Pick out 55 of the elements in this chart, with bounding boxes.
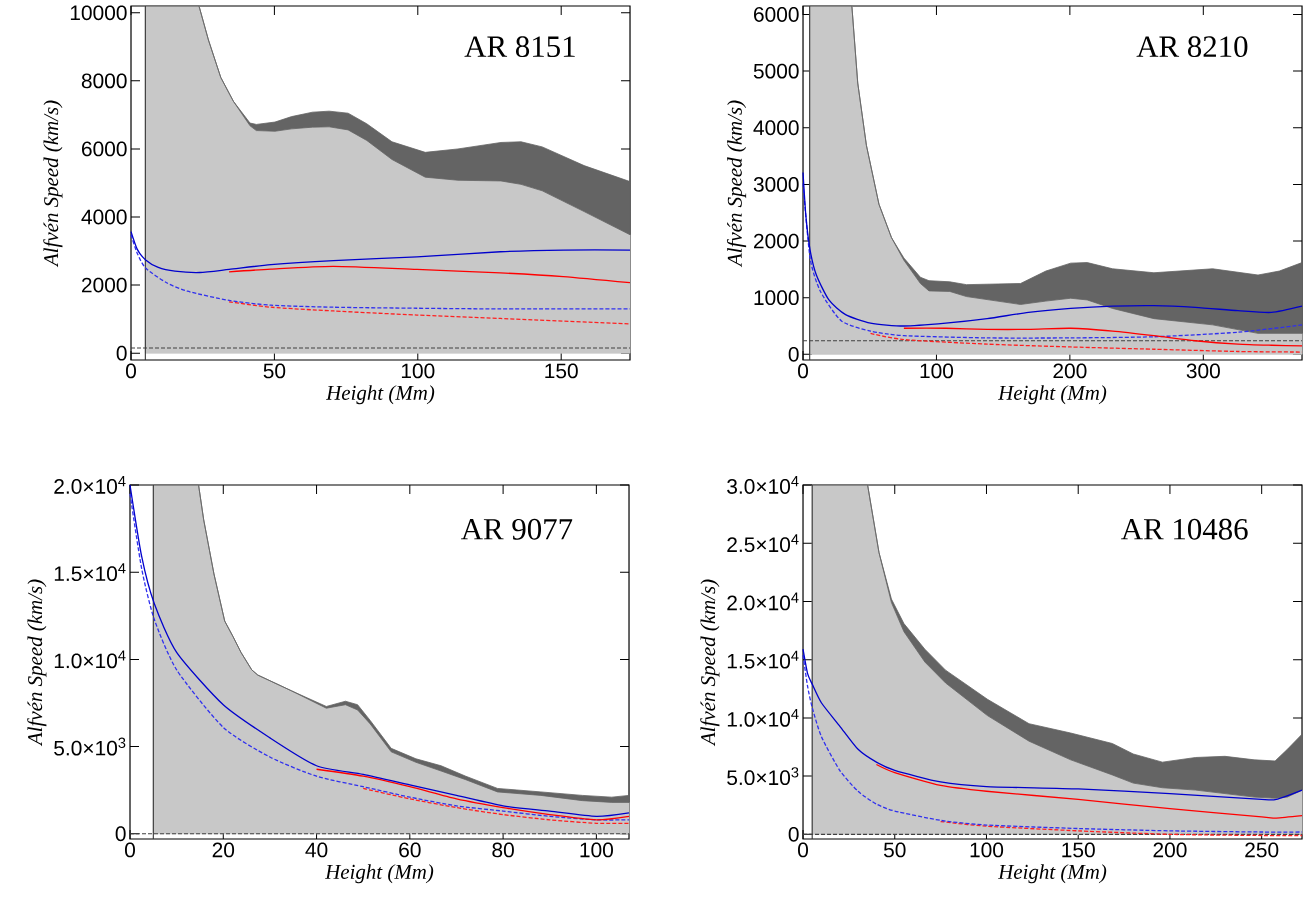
x-axis-title: Height (Mm)	[324, 864, 434, 884]
y-tick-label: 4000	[81, 209, 127, 225]
x-tick-label: 100	[970, 842, 1004, 858]
x-tick-label: 200	[1153, 842, 1187, 858]
x-axis-title: Height (Mm)	[325, 385, 435, 405]
y-tick-label: 3.0×10$^{4}$	[727, 476, 799, 494]
y-axis-title: Alfvén Speed (km/s)	[27, 579, 47, 747]
x-tick-label: 50	[883, 842, 906, 858]
x-tick-label: 50	[263, 363, 286, 379]
y-tick-label: 8000	[81, 73, 127, 89]
x-tick-label: 40	[305, 842, 328, 858]
x-tick-label: 0	[798, 363, 809, 379]
y-tick-label: 6000	[82, 141, 127, 157]
y-tick-label: 2.5×10$^{4}$	[727, 534, 799, 553]
x-tick-label: 150	[545, 363, 578, 379]
y-axis-title: Alfvén Speed (km/s)	[726, 100, 747, 268]
y-tick-label: 2.0×10$^{4}$	[727, 592, 799, 611]
y-tick-label: 0	[115, 826, 126, 842]
x-axis-title: Height (Mm)	[997, 864, 1107, 884]
y-tick-label: 0	[116, 345, 127, 361]
y-tick-label: 2.0×10$^{4}$	[54, 476, 126, 494]
y-tick-label: 1000	[754, 290, 799, 306]
x-tick-label: 60	[399, 842, 421, 858]
y-tick-label: 0	[788, 346, 799, 362]
x-axis-title: Height (Mm)	[997, 385, 1107, 405]
y-tick-label: 1.0×10$^{4}$	[54, 650, 126, 669]
y-tick-label: 1.5×10$^{4}$	[727, 650, 799, 669]
y-axis-title: Alfvén Speed (km/s)	[43, 100, 63, 268]
y-tick-label: 6000	[754, 7, 799, 22]
y-tick-label: 5.0×10$^{3}$	[727, 767, 799, 786]
x-tick-label: 250	[1245, 842, 1279, 858]
text: AR 10486	[1121, 518, 1248, 540]
x-tick-label: 20	[212, 842, 235, 858]
x-tick-label: 100	[580, 842, 613, 858]
x-tick-label: 0	[798, 842, 809, 858]
y-tick-label: 1.5×10$^{4}$	[54, 563, 126, 582]
y-tick-label: 2000	[81, 277, 127, 293]
y-tick-label: 4000	[753, 120, 799, 136]
x-tick-label: 300	[1186, 363, 1220, 379]
y-axis-title: Alfvén Speed (km/s)	[700, 579, 720, 747]
text: AR 8151	[464, 36, 575, 58]
x-tick-label: 200	[1053, 363, 1087, 379]
y-tick-label: 3000	[753, 176, 799, 192]
y-tick-label: 10000	[70, 5, 127, 21]
y-tick-label: 5.0×10$^{3}$	[54, 737, 126, 756]
y-tick-label: 5000	[753, 63, 799, 79]
text: AR 8210	[1136, 36, 1248, 58]
y-tick-label: 0	[788, 826, 799, 842]
x-tick-label: 80	[492, 842, 514, 858]
y-tick-label: 1.0×10$^{4}$	[727, 709, 799, 727]
x-tick-label: 100	[920, 363, 954, 379]
x-tick-label: 100	[401, 363, 435, 379]
x-tick-label: 150	[1062, 842, 1095, 858]
y-tick-label: 2000	[754, 233, 799, 249]
text: AR 9077	[461, 518, 573, 540]
